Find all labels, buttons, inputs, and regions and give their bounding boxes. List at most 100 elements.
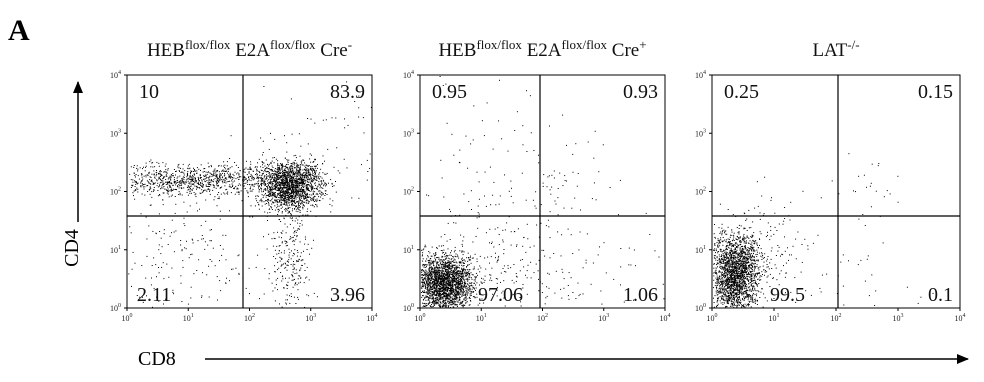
event-dot — [298, 202, 300, 204]
event-dot — [304, 183, 306, 185]
event-dot — [292, 174, 294, 176]
event-dot — [183, 179, 185, 181]
event-dot — [146, 185, 148, 187]
event-dot — [285, 266, 287, 268]
event-dot — [193, 167, 194, 169]
event-dot — [450, 261, 452, 263]
event-dot — [283, 181, 285, 183]
event-dot — [465, 302, 467, 304]
event-dot — [274, 176, 275, 178]
event-dot — [295, 182, 297, 184]
event-dot — [278, 193, 280, 195]
event-dot — [136, 165, 138, 167]
event-dot — [144, 183, 146, 185]
event-dot — [279, 182, 281, 183]
event-dot — [432, 278, 433, 280]
event-dot — [134, 190, 136, 192]
event-dot — [163, 183, 164, 185]
event-dot — [324, 182, 326, 184]
event-dot — [464, 294, 466, 296]
event-dot — [308, 201, 310, 202]
event-dot — [278, 168, 280, 170]
event-dot — [469, 298, 471, 299]
event-dot — [312, 171, 313, 173]
event-dot — [435, 274, 437, 276]
event-dot — [268, 185, 270, 187]
event-dot — [293, 267, 295, 269]
event-dot — [152, 166, 154, 168]
event-dot — [173, 182, 175, 184]
event-dot — [428, 262, 430, 264]
event-dot — [204, 180, 206, 182]
event-dot — [266, 167, 268, 169]
event-dot — [270, 206, 272, 208]
event-dot — [464, 272, 466, 274]
event-dot — [292, 193, 294, 194]
event-dot — [230, 176, 232, 178]
event-dot — [183, 201, 185, 203]
event-dot — [150, 204, 152, 206]
event-dot — [134, 198, 136, 200]
event-dot — [457, 284, 459, 286]
event-dot — [447, 295, 449, 296]
event-dot — [314, 188, 316, 190]
event-dot — [276, 171, 278, 173]
event-dot — [297, 296, 299, 298]
event-dot — [166, 171, 168, 173]
event-dot — [322, 193, 324, 194]
event-dot — [431, 255, 433, 257]
event-dot — [298, 196, 300, 198]
event-dot — [287, 167, 289, 169]
event-dot — [314, 195, 316, 197]
event-dot — [275, 177, 277, 179]
event-dot — [280, 221, 282, 222]
event-dot — [455, 267, 457, 269]
event-dot — [462, 305, 464, 307]
event-dot — [279, 190, 281, 192]
event-dot — [461, 288, 463, 290]
event-dot — [196, 185, 198, 187]
event-dot — [194, 185, 196, 187]
event-dot — [280, 173, 281, 174]
event-dot — [184, 247, 186, 249]
event-dot — [433, 298, 435, 300]
event-dot — [426, 291, 428, 293]
event-dot — [259, 298, 260, 300]
event-dot — [287, 184, 289, 186]
event-dot — [445, 292, 447, 294]
event-dot — [260, 169, 262, 171]
event-dot — [205, 181, 207, 183]
event-dot — [279, 199, 281, 201]
event-dot — [153, 190, 154, 192]
event-dot — [279, 200, 280, 202]
event-dot — [258, 191, 260, 193]
tick-base: 10 — [305, 314, 313, 323]
event-dot — [435, 301, 437, 303]
event-dot — [252, 216, 254, 218]
event-dot — [435, 301, 437, 303]
event-dot — [322, 194, 324, 196]
event-dot — [457, 285, 459, 287]
event-dot — [270, 183, 272, 185]
event-dot — [458, 276, 460, 278]
event-dot — [190, 180, 192, 182]
event-dot — [287, 171, 289, 173]
event-dot — [302, 173, 304, 175]
event-dot — [295, 175, 297, 177]
event-dot — [293, 192, 295, 194]
event-dot — [166, 263, 168, 265]
event-dot — [435, 300, 437, 302]
event-dot — [159, 178, 161, 180]
event-dot — [469, 276, 471, 278]
event-dot — [264, 165, 266, 167]
event-dot — [229, 180, 231, 182]
event-dot — [476, 296, 478, 298]
event-dot — [182, 181, 184, 183]
event-dot — [155, 264, 157, 266]
event-dot — [268, 208, 270, 210]
event-dot — [266, 194, 268, 196]
event-dot — [274, 188, 276, 190]
event-dot — [295, 193, 297, 195]
event-dot — [333, 166, 335, 168]
event-dot — [142, 296, 143, 298]
